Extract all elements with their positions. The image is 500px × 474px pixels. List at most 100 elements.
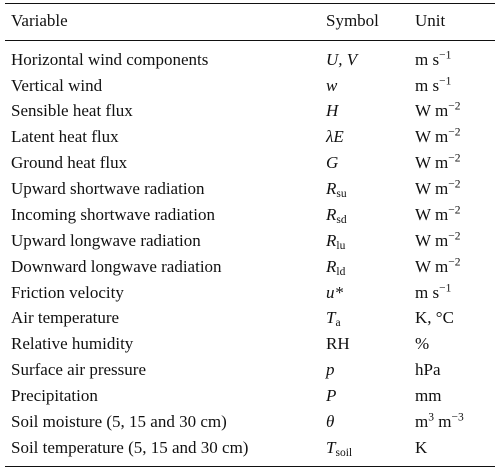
symbol-main: T — [326, 438, 336, 457]
table-row: Incoming shortwave radiation Rsd W m−2 — [0, 202, 500, 228]
unit-cell: m s−1 — [415, 280, 451, 306]
symbol-subscript: sd — [336, 213, 347, 226]
symbol-cell: Ta — [326, 305, 341, 331]
symbol-subscript: lu — [336, 239, 346, 252]
unit-base: W m — [415, 179, 449, 198]
symbol-main: w — [326, 76, 338, 95]
unit-base: W m — [415, 231, 449, 250]
symbol-main: RH — [326, 334, 350, 353]
variable-cell: Downward longwave radiation — [11, 257, 222, 276]
table-row: Upward shortwave radiation Rsu W m−2 — [0, 176, 500, 202]
unit-base: W m — [415, 153, 449, 172]
unit-base: hPa — [415, 360, 441, 379]
unit-exponent: −1 — [439, 49, 452, 62]
variable-cell: Soil temperature (5, 15 and 30 cm) — [11, 438, 249, 457]
unit-exponent: −1 — [439, 282, 452, 295]
unit-base: K, °C — [415, 308, 454, 327]
table-row: Ground heat flux G W m−2 — [0, 150, 500, 176]
table-row: Soil moisture (5, 15 and 30 cm) θ m3 m−3 — [0, 409, 500, 435]
unit-cell: W m−2 — [415, 176, 460, 202]
unit-cell: W m−2 — [415, 228, 460, 254]
symbol-main: λE — [326, 127, 344, 146]
table-row: Surface air pressure p hPa — [0, 357, 500, 383]
unit-cell: hPa — [415, 357, 441, 383]
symbol-main: P — [326, 386, 337, 405]
variable-cell: Horizontal wind components — [11, 50, 209, 69]
symbol-cell: w — [326, 73, 337, 99]
unit-cell: m3 m−3 — [415, 409, 464, 435]
variable-cell: Soil moisture (5, 15 and 30 cm) — [11, 412, 227, 431]
unit-cell: K, °C — [415, 305, 454, 331]
unit-rest: m — [433, 412, 452, 431]
unit-exponent: −2 — [448, 126, 461, 139]
symbol-cell: Rsd — [326, 202, 347, 228]
symbol-cell: θ — [326, 409, 334, 435]
variable-cell: Sensible heat flux — [11, 101, 133, 120]
symbol-cell: Tsoil — [326, 435, 352, 461]
unit-exponent: −2 — [448, 256, 461, 269]
table-row: Soil temperature (5, 15 and 30 cm) Tsoil… — [0, 435, 500, 461]
variable-cell: Upward longwave radiation — [11, 231, 201, 250]
unit-exponent-2: −3 — [451, 411, 464, 424]
table-row: Downward longwave radiation Rld W m−2 — [0, 254, 500, 280]
unit-cell: W m−2 — [415, 150, 460, 176]
unit-base: m s — [415, 76, 440, 95]
symbol-cell: u* — [326, 280, 343, 306]
table-row: Relative humidity RH % — [0, 331, 500, 357]
symbol-main: u* — [326, 283, 343, 302]
unit-cell: W m−2 — [415, 202, 460, 228]
variable-cell: Relative humidity — [11, 334, 134, 353]
variable-cell: Surface air pressure — [11, 360, 146, 379]
symbol-cell: λE — [326, 124, 344, 150]
symbol-cell: P — [326, 383, 336, 409]
unit-base: % — [415, 334, 430, 353]
table-row: Upward longwave radiation Rlu W m−2 — [0, 228, 500, 254]
variable-cell: Air temperature — [11, 308, 120, 327]
symbol-cell: RH — [326, 331, 350, 357]
header-unit: Unit — [415, 11, 446, 30]
variable-cell: Vertical wind — [11, 76, 103, 95]
unit-base: W m — [415, 205, 449, 224]
table-row: Sensible heat flux H W m−2 — [0, 98, 500, 124]
unit-cell: W m−2 — [415, 254, 460, 280]
symbol-subscript: a — [335, 316, 341, 329]
symbol-cell: G — [326, 150, 338, 176]
symbol-subscript: ld — [336, 265, 346, 278]
table-row: Air temperature Ta K, °C — [0, 305, 500, 331]
unit-base: W m — [415, 257, 449, 276]
symbol-main: R — [326, 205, 337, 224]
symbol-main: p — [326, 360, 335, 379]
unit-exponent: −2 — [448, 178, 461, 191]
unit-cell: K — [415, 435, 427, 461]
symbol-main: R — [326, 257, 337, 276]
unit-base: m s — [415, 283, 440, 302]
unit-exponent: −2 — [448, 100, 461, 113]
symbol-subscript: su — [336, 187, 347, 200]
symbol-subscript: soil — [335, 446, 353, 459]
variable-cell: Latent heat flux — [11, 127, 119, 146]
variable-cell: Precipitation — [11, 386, 98, 405]
symbol-main: G — [326, 153, 339, 172]
symbol-main: θ — [326, 412, 335, 431]
unit-cell: % — [415, 331, 429, 357]
symbol-cell: p — [326, 357, 335, 383]
symbol-main: T — [326, 308, 336, 327]
table-row: Latent heat flux λE W m−2 — [0, 124, 500, 150]
unit-cell: W m−2 — [415, 98, 460, 124]
unit-base: K — [415, 438, 428, 457]
unit-base: m — [415, 412, 429, 431]
unit-cell: m s−1 — [415, 73, 451, 99]
table-header-row: Variable Symbol Unit — [0, 8, 500, 34]
symbol-main: R — [326, 231, 337, 250]
symbol-main: R — [326, 179, 337, 198]
symbol-cell: Rlu — [326, 228, 345, 254]
header-variable: Variable — [11, 11, 68, 30]
unit-exponent: −2 — [448, 204, 461, 217]
unit-exponent: −2 — [448, 152, 461, 165]
table-row: Horizontal wind components U, V m s−1 — [0, 47, 500, 73]
symbol-cell: Rld — [326, 254, 345, 280]
variable-cell: Ground heat flux — [11, 153, 128, 172]
variable-cell: Upward shortwave radiation — [11, 179, 205, 198]
table-row: Friction velocity u* m s−1 — [0, 280, 500, 306]
unit-base: W m — [415, 127, 449, 146]
